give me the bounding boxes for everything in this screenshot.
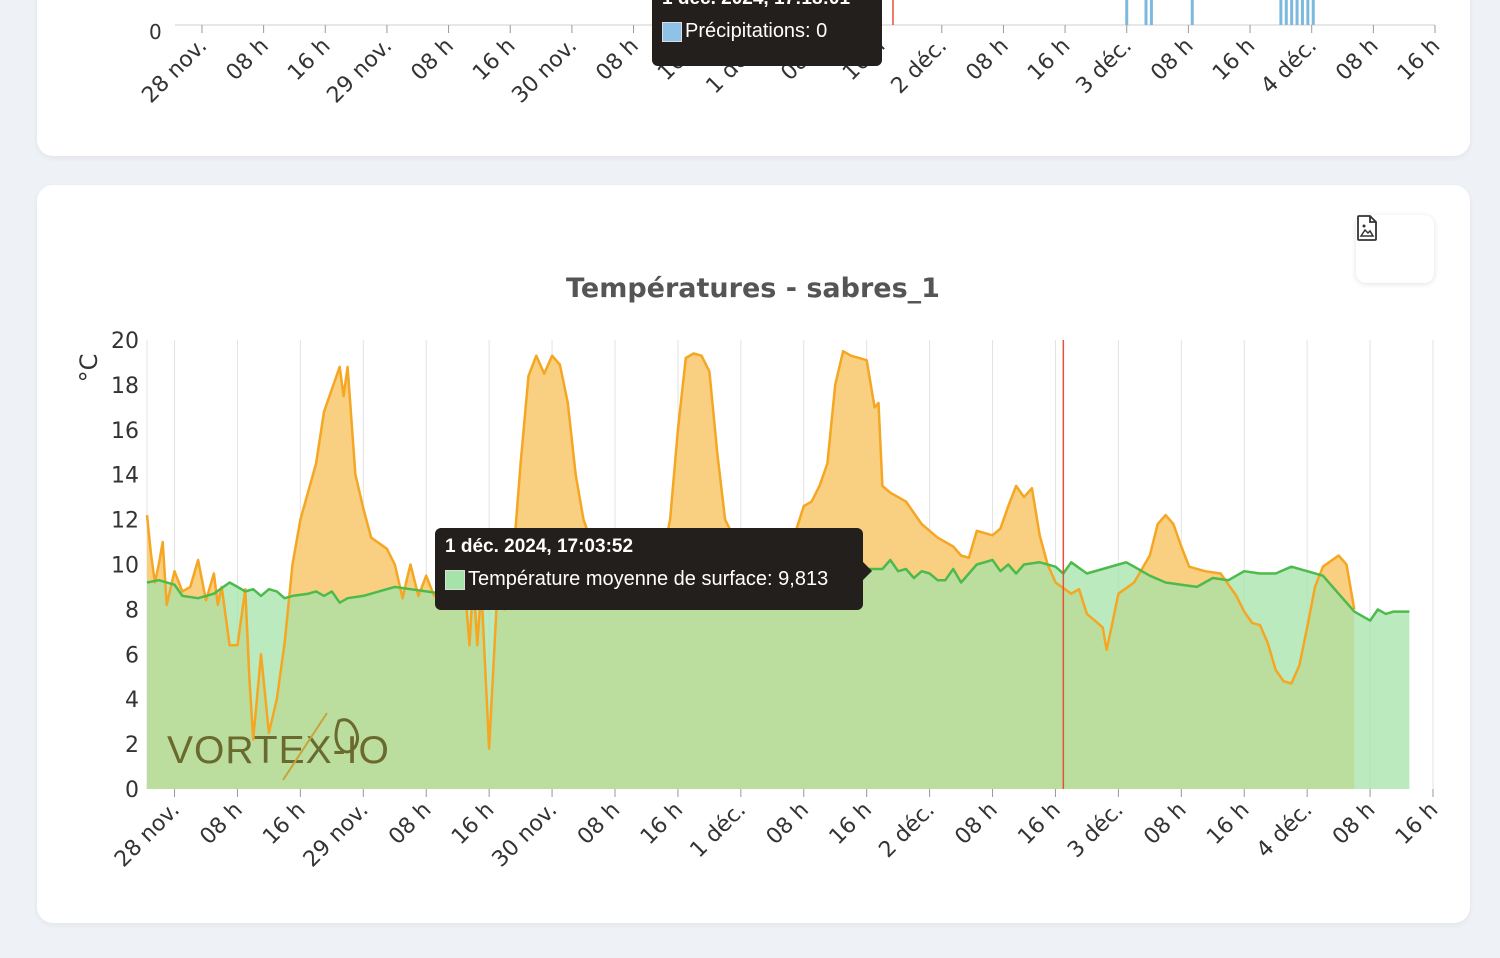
x-tick-label: 08 h (1328, 798, 1380, 850)
precipitation-bar (1279, 0, 1283, 25)
x-tick-label: 2 déc. (887, 34, 952, 99)
tooltip-arrow (863, 562, 872, 580)
tooltip-row: Précipitations: 0 (662, 20, 872, 43)
export-image-button[interactable] (1356, 215, 1434, 283)
x-tick-label: 16 h (468, 34, 520, 86)
precipitation-bar (1306, 0, 1310, 25)
precipitation-chart: 0 VORTEX 28 nov.08 h16 h29 nov.08 h16 h3… (137, 0, 1445, 109)
tooltip-date: 1 déc. 2024, 17:18:01 (662, 0, 872, 10)
x-tick-label: 4 déc. (1256, 34, 1321, 99)
x-tick-label: 28 nov. (110, 798, 185, 873)
precipitation-bar (1300, 0, 1304, 25)
x-tick-label: 3 déc. (1063, 798, 1128, 863)
vortex-io-watermark: VORTEX-IO (167, 712, 389, 781)
tooltip-swatch (445, 569, 465, 590)
x-tick-label: 1 déc. (686, 798, 751, 863)
y-tick-label: 10 (111, 554, 139, 579)
temperature-tooltip: 1 déc. 2024, 17:03:52 Température moyenn… (435, 528, 872, 610)
x-tick-label: 16 h (283, 34, 335, 86)
precipitation-bar (1295, 0, 1299, 25)
x-tick-label: 2 déc. (874, 798, 939, 863)
precipitation-bar (1149, 0, 1153, 25)
x-tick-label: 08 h (1139, 798, 1191, 850)
x-tick-label: 16 h (447, 798, 499, 850)
temperature-card: Températures - sabres_1 °C 0 2 4 6 8 10 12 14 16… (37, 185, 1470, 923)
tooltip-date: 1 déc. 2024, 17:03:52 (445, 536, 634, 557)
x-tick-label: 16 h (1013, 798, 1065, 850)
x-tick-label: 3 déc. (1072, 34, 1137, 99)
x-tick-label: 16 h (1393, 34, 1445, 86)
x-tick-label: 16 h (258, 798, 310, 850)
x-tick-label: 08 h (573, 798, 625, 850)
x-tick-label: 08 h (762, 798, 814, 850)
precipitation-bar (1190, 0, 1194, 25)
x-tick-label: 16 h (1208, 34, 1260, 86)
x-tick-label: 08 h (222, 34, 274, 86)
x-tick-label: 29 nov. (322, 34, 397, 109)
x-tick-label: 16 h (1202, 798, 1254, 850)
x-tick-label: 08 h (1146, 34, 1198, 86)
x-tick-label: 08 h (384, 798, 436, 850)
tooltip-swatch (662, 21, 682, 42)
x-tick-label: 30 nov. (488, 798, 563, 873)
precipitation-card: 0 VORTEX 28 nov.08 h16 h29 nov.08 h16 h3… (37, 0, 1470, 156)
y-tick-label: 6 (125, 643, 139, 668)
y-tick-label: 18 (111, 374, 139, 399)
precipitation-bar (1125, 0, 1129, 25)
x-tick-label: 08 h (1331, 34, 1383, 86)
x-tick-label: 16 h (1391, 798, 1443, 850)
x-tick-label: 08 h (961, 34, 1013, 86)
precipitation-bar (1284, 0, 1288, 25)
y-tick-label: 2 (125, 733, 139, 758)
image-file-icon (1357, 215, 1377, 241)
y-tick-label: 14 (111, 464, 139, 489)
y-zero-label: 0 (149, 20, 162, 44)
y-tick-label: 20 (111, 329, 139, 354)
x-tick-label: 16 h (825, 798, 877, 850)
drop-icon (334, 718, 360, 754)
tooltip-row: Température moyenne de surface: 9,813 (445, 568, 853, 591)
watermark-slash (282, 712, 328, 781)
y-axis-label: °C (75, 354, 103, 383)
y-tick-label: 8 (125, 598, 139, 623)
tooltip-value: Précipitations: 0 (685, 20, 828, 42)
y-tick-label: 4 (125, 688, 139, 713)
precipitation-bar (1290, 0, 1294, 25)
precipitation-tooltip: 1 déc. 2024, 17:18:01 Précipitations: 0 (652, 0, 882, 66)
x-tick-label: 08 h (591, 34, 643, 86)
x-tick-label: 08 h (407, 34, 459, 86)
precipitation-bar (1311, 0, 1315, 25)
x-tick-label: 16 h (1023, 34, 1075, 86)
x-tick-label: 16 h (636, 798, 688, 850)
x-tick-label: 08 h (950, 798, 1002, 850)
y-tick-label: 0 (125, 778, 139, 803)
x-tick-label: 28 nov. (137, 34, 212, 109)
tooltip-value: Température moyenne de surface: 9,813 (468, 568, 829, 590)
x-tick-label: 30 nov. (507, 34, 582, 109)
precipitation-bar (1144, 0, 1148, 25)
x-tick-label: 4 déc. (1252, 798, 1317, 863)
x-tick-label: 08 h (195, 798, 247, 850)
y-tick-label: 16 (111, 419, 139, 444)
series-line-0[interactable] (145, 349, 1356, 750)
series-area-1 (147, 560, 1410, 789)
chart-title: Températures - sabres_1 (566, 273, 940, 304)
x-tick-label: 29 nov. (299, 798, 374, 873)
y-tick-label: 12 (111, 509, 139, 534)
